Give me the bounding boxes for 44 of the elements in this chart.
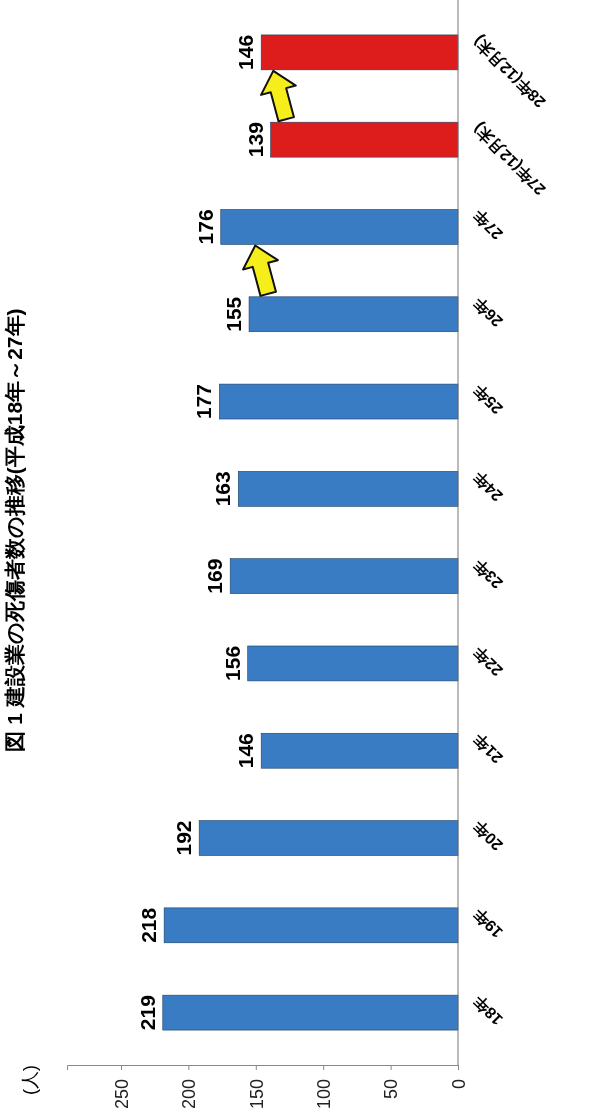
- y-tick-label: 26年: [470, 294, 506, 331]
- bar: [260, 732, 459, 769]
- y-tick-label: 23年: [470, 556, 506, 593]
- bar: [162, 994, 459, 1031]
- bar: [270, 121, 459, 158]
- y-tick-label: 27年: [470, 206, 506, 243]
- y-tick-label: 24年: [470, 468, 506, 505]
- x-tick-label: 150: [246, 1079, 267, 1110]
- y-tick-label: 20年: [470, 817, 506, 854]
- bar: [247, 645, 459, 682]
- x-tick-label: 100: [314, 1079, 334, 1110]
- y-tick-label: 18年: [470, 992, 506, 1029]
- bar: [237, 471, 459, 507]
- data-label: 146: [234, 733, 258, 769]
- y-tick-label: 27年(12月末): [470, 119, 549, 199]
- data-label: 176: [193, 209, 217, 245]
- bar: [198, 820, 459, 856]
- x-tick-label: 250: [111, 1079, 132, 1110]
- bar: [219, 383, 459, 420]
- y-tick-label: 19年: [470, 905, 506, 942]
- data-label: 177: [192, 384, 216, 420]
- data-label: 156: [220, 645, 244, 681]
- data-label: 163: [211, 471, 235, 507]
- bar: [163, 907, 459, 944]
- x-tick-label: 0: [448, 1079, 469, 1090]
- data-label: 192: [172, 820, 196, 856]
- bar: [248, 296, 459, 333]
- data-label: 218: [137, 907, 161, 943]
- text: (人): [20, 1065, 41, 1095]
- y-tick-label: 28年(12月末): [470, 32, 549, 111]
- y-tick-label: 25年: [470, 381, 506, 418]
- y-tick-label: 22年: [470, 643, 506, 680]
- text: 図 1 建設業の死傷者数の推移(平成18年～27年): [3, 308, 26, 752]
- data-label: 169: [203, 558, 227, 594]
- bar: [220, 209, 459, 245]
- bar: [260, 34, 459, 71]
- data-label: 155: [222, 296, 246, 332]
- x-tick-label: 200: [179, 1079, 200, 1110]
- data-label: 146: [234, 34, 258, 70]
- data-label: 219: [135, 995, 159, 1031]
- y-tick-label: 21年: [470, 730, 506, 767]
- x-tick-label: 50: [381, 1079, 402, 1100]
- bar: [229, 558, 459, 594]
- data-label: 139: [243, 122, 267, 158]
